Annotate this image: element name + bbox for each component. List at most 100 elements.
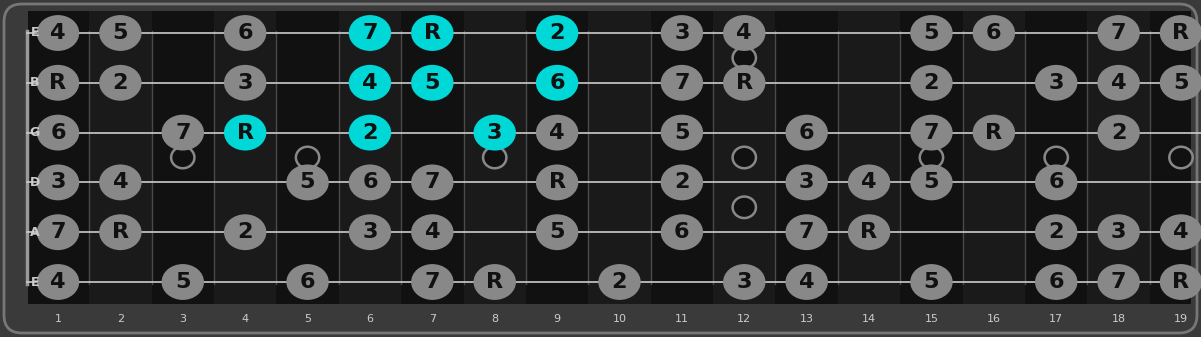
Text: 5: 5 [424, 73, 440, 93]
Ellipse shape [286, 164, 329, 200]
Ellipse shape [910, 115, 952, 151]
Text: 2: 2 [674, 173, 689, 192]
Ellipse shape [1170, 147, 1193, 168]
Ellipse shape [100, 15, 142, 51]
Ellipse shape [723, 264, 765, 300]
Text: 3: 3 [1048, 73, 1064, 93]
Ellipse shape [295, 147, 319, 168]
Text: 2: 2 [1048, 222, 1064, 242]
Ellipse shape [785, 264, 827, 300]
Text: 19: 19 [1173, 314, 1188, 324]
Ellipse shape [785, 214, 827, 250]
Ellipse shape [661, 15, 703, 51]
Ellipse shape [1098, 15, 1140, 51]
Ellipse shape [910, 65, 952, 101]
Bar [214, 11, 276, 304]
Bar [339, 11, 401, 304]
Ellipse shape [785, 164, 827, 200]
FancyBboxPatch shape [28, 11, 1191, 304]
Ellipse shape [37, 15, 79, 51]
Ellipse shape [162, 264, 204, 300]
Ellipse shape [1160, 264, 1201, 300]
Text: 14: 14 [862, 314, 876, 324]
Ellipse shape [348, 115, 392, 151]
Bar [89, 11, 151, 304]
Ellipse shape [733, 196, 755, 218]
Ellipse shape [223, 15, 267, 51]
Text: 4: 4 [549, 123, 564, 143]
Text: R: R [424, 23, 441, 43]
Text: 7: 7 [50, 222, 66, 242]
Text: R: R [860, 222, 878, 242]
Bar [963, 11, 1024, 304]
Ellipse shape [1098, 214, 1140, 250]
Text: 6: 6 [366, 314, 374, 324]
Ellipse shape [1098, 65, 1140, 101]
Text: 4: 4 [363, 73, 378, 93]
Ellipse shape [37, 214, 79, 250]
Text: 7: 7 [425, 272, 440, 292]
Ellipse shape [1035, 264, 1077, 300]
Ellipse shape [536, 164, 579, 200]
Bar [713, 11, 776, 304]
Text: 6: 6 [986, 23, 1002, 43]
Text: 5: 5 [304, 314, 311, 324]
Ellipse shape [473, 264, 516, 300]
Ellipse shape [536, 15, 579, 51]
Text: 2: 2 [924, 73, 939, 93]
Text: 4: 4 [799, 272, 814, 292]
Text: 4: 4 [424, 222, 440, 242]
Ellipse shape [411, 264, 454, 300]
Ellipse shape [223, 65, 267, 101]
Text: 2: 2 [363, 123, 378, 143]
Text: R: R [112, 222, 129, 242]
Text: 7: 7 [924, 123, 939, 143]
Text: 6: 6 [50, 123, 66, 143]
Text: 7: 7 [799, 222, 814, 242]
Text: 11: 11 [675, 314, 689, 324]
Ellipse shape [661, 115, 703, 151]
Ellipse shape [286, 264, 329, 300]
Text: 2: 2 [116, 314, 124, 324]
Text: 4: 4 [241, 314, 249, 324]
Text: 2: 2 [611, 272, 627, 292]
Text: 1: 1 [54, 314, 61, 324]
Text: 2: 2 [113, 73, 129, 93]
Ellipse shape [1160, 214, 1201, 250]
Bar [588, 11, 651, 304]
Ellipse shape [171, 147, 195, 168]
Text: 7: 7 [175, 123, 191, 143]
Text: 9: 9 [554, 314, 561, 324]
Text: R: R [237, 123, 253, 143]
Text: 6: 6 [1048, 272, 1064, 292]
Text: D: D [30, 176, 40, 189]
Ellipse shape [411, 65, 454, 101]
Ellipse shape [598, 264, 640, 300]
Ellipse shape [723, 15, 765, 51]
Ellipse shape [1098, 115, 1140, 151]
Ellipse shape [223, 115, 267, 151]
Text: 3: 3 [486, 123, 502, 143]
Text: 7: 7 [363, 23, 377, 43]
Ellipse shape [733, 47, 755, 69]
Text: R: R [49, 73, 66, 93]
Ellipse shape [348, 214, 392, 250]
Ellipse shape [848, 214, 890, 250]
Text: 3: 3 [363, 222, 377, 242]
Text: 6: 6 [674, 222, 689, 242]
Ellipse shape [1045, 147, 1068, 168]
Ellipse shape [910, 264, 952, 300]
Text: 7: 7 [1111, 272, 1127, 292]
Text: 8: 8 [491, 314, 498, 324]
Text: R: R [1172, 23, 1189, 43]
Bar [464, 11, 526, 304]
Text: 18: 18 [1112, 314, 1125, 324]
Text: 6: 6 [549, 73, 564, 93]
Ellipse shape [37, 264, 79, 300]
Ellipse shape [1035, 164, 1077, 200]
Text: R: R [736, 73, 753, 93]
Text: 5: 5 [549, 222, 564, 242]
Ellipse shape [100, 164, 142, 200]
Text: 7: 7 [1111, 23, 1127, 43]
Ellipse shape [536, 214, 579, 250]
